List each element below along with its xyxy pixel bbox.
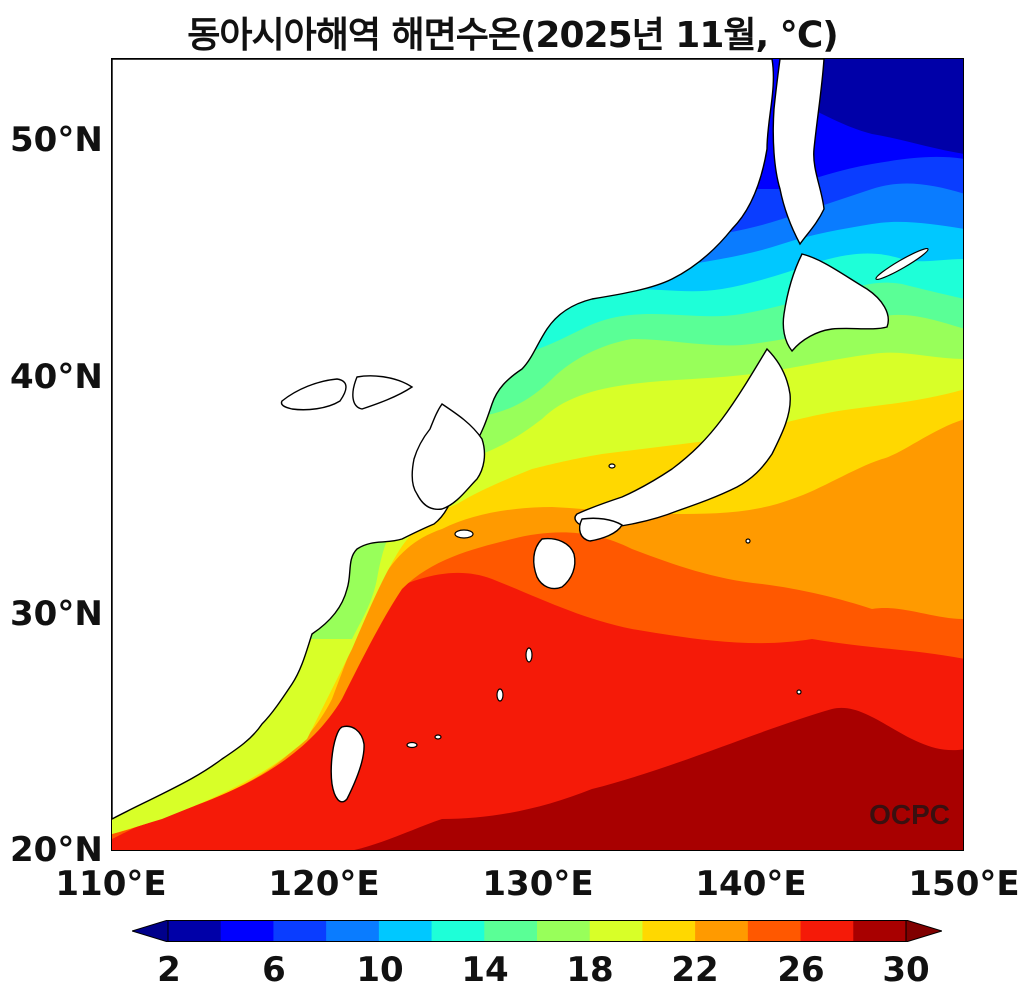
colorbar-label-6: 6 [262,950,286,990]
colorbar-segment [642,920,696,942]
ryukyu-island-b [496,688,504,702]
sakhalin [772,59,825,246]
colorbar-label-26: 26 [777,950,825,990]
colorbar-over-triangle [905,920,942,942]
colorbar-segment [378,920,433,942]
sst-band-2-4 [112,59,963,154]
lon-label-150: 150°E [908,864,1020,904]
colorbar-segment [537,920,591,942]
lon-label-110: 110°E [55,864,167,904]
lon-label-140: 140°E [695,864,807,904]
sst-map-panel: OCPC [111,58,964,851]
ryukyu-island-d [434,734,442,740]
colorbar-label-14: 14 [461,950,509,990]
islands [406,248,929,749]
sst-map: OCPC [112,59,963,850]
colorbar-label-10: 10 [356,950,404,990]
colorbar [132,920,942,942]
lat-label-40: 40°N [10,357,103,397]
colorbar-frame [167,920,907,942]
island-oki [608,463,616,469]
jeju-island [454,529,474,539]
lat-label-50: 50°N [10,120,103,160]
japan-shikoku [578,517,623,542]
colorbar-segment [800,920,854,942]
colorbar-label-18: 18 [566,950,614,990]
credit-watermark: OCPC [869,799,950,830]
colorbar-label-22: 22 [671,950,719,990]
colorbar-segment [168,920,222,942]
colorbar-segment [853,920,907,942]
colorbar-label-2: 2 [157,950,181,990]
colorbar-segment [589,920,643,942]
shandong-peninsula [352,375,414,410]
colorbar-label-30: 30 [882,950,930,990]
map-title: 동아시아해역 해면수온(2025년 11월, ℃) [187,15,839,56]
colorbar-segment [273,920,327,942]
lon-label-130: 130°E [482,864,594,904]
japan-hokkaido [782,253,889,353]
ryukyu-island-c [406,741,418,749]
island-kuril [875,248,929,280]
lat-label-30: 30°N [10,594,103,634]
island-izu [745,538,751,544]
colorbar-segment [220,920,274,942]
colorbar-segment [326,920,380,942]
colorbar-under-triangle [132,920,169,942]
liaodong [280,378,347,411]
ryukyu-island-a [525,647,533,663]
colorbar-segment [747,920,802,942]
taiwan [330,725,365,803]
island-boso [796,689,802,695]
japan-kyushu [533,537,576,590]
colorbar-segment [431,920,485,942]
lon-label-120: 120°E [268,864,380,904]
lat-label-20: 20°N [10,830,103,870]
land [112,59,889,820]
korean-peninsula [411,403,486,511]
colorbar-segment [695,920,749,942]
colorbar-segment [484,920,538,942]
